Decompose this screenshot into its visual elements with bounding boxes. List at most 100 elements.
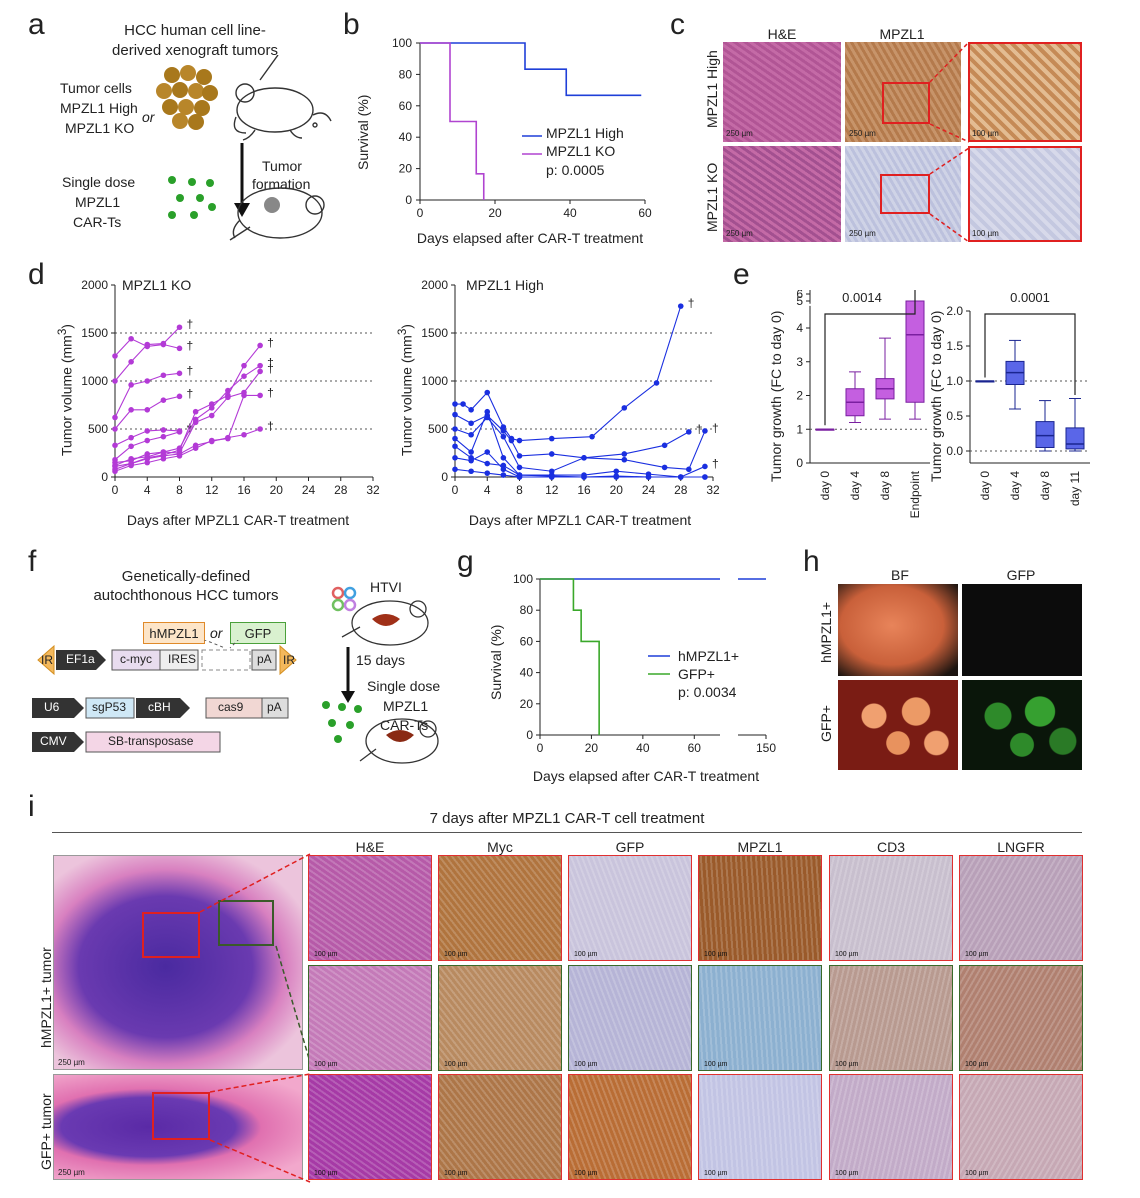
c-he-ko-image	[723, 146, 841, 242]
i-scale-overview-g: 250 µm	[58, 1168, 85, 1177]
i-zoom-box-red-g	[152, 1092, 210, 1140]
d-ko-series-line	[114, 326, 180, 382]
i-col-label: LNGFR	[997, 839, 1045, 855]
d-high-xtick-label: 8	[516, 483, 523, 497]
d-ko-xlabel: Days after MPZL1 CAR-T treatment	[126, 512, 350, 528]
b-ytick-label: 100	[392, 36, 412, 50]
b-ytick-label: 80	[399, 67, 413, 81]
c-col-mpzl1: MPZL1	[879, 26, 925, 42]
d-ko-point	[112, 442, 118, 449]
e-left-ytick-label: 3	[796, 355, 803, 369]
d-ko-dagger: †	[187, 386, 194, 400]
b-xtick-label: 60	[638, 206, 652, 220]
d-high-point	[621, 451, 628, 457]
i-scale-label: 100 µm	[574, 951, 598, 958]
g-xtick-label: 150	[756, 741, 776, 755]
d-high-point	[548, 451, 555, 457]
i-zoom-lines	[199, 853, 311, 1183]
g-legend-h: hMPZL1+	[678, 648, 740, 664]
d-high-point	[452, 435, 458, 442]
cbh-arrow-icon	[136, 698, 190, 718]
d-high-point	[581, 455, 587, 461]
e-right-sig-bracket	[984, 313, 1076, 395]
d-ko-point	[160, 427, 167, 433]
d-high-series-line	[454, 445, 706, 478]
d-high-point	[702, 463, 708, 470]
d-ko-point	[192, 442, 199, 449]
g-legend-g: GFP+	[678, 666, 715, 682]
mouse-liver-icon	[341, 600, 429, 646]
d-ko-point	[112, 378, 118, 384]
f-u6: U6	[44, 700, 60, 714]
d-ko-point	[144, 459, 151, 466]
car-t-cells-icon	[168, 176, 216, 219]
f-single-dose: Single dose	[367, 678, 441, 694]
e-left-cat-label: day 8	[878, 471, 892, 501]
d-ko-dagger: †	[267, 356, 274, 370]
c-mpzl1-high-image	[845, 42, 961, 142]
a-tumor-cells: Tumor cells	[60, 80, 132, 96]
i-scale-label: 100 µm	[965, 1061, 989, 1068]
e-right-cat-label: day 4	[1008, 471, 1022, 501]
panel-label-e: e	[733, 258, 750, 291]
d-high-ytick-label: 1000	[421, 374, 448, 388]
c-scale-mpzl1-high: 250 µm	[849, 129, 876, 138]
d-ko-point	[176, 393, 183, 400]
d-ko-dagger: †	[267, 335, 274, 349]
i-scale-label: 100 µm	[444, 951, 468, 958]
h-row-h: hMPZL1+	[818, 601, 834, 663]
panel-label-a: a	[28, 8, 45, 41]
e-left-cat-label: Endpoint	[908, 470, 922, 518]
d-ko-point	[225, 394, 231, 401]
d-ko-xtick-label: 0	[112, 483, 119, 497]
d-high-point	[548, 435, 555, 442]
d-ko-ytick-label: 1500	[81, 326, 108, 340]
d-high-point	[677, 303, 684, 309]
i-zoom-box-green	[218, 900, 274, 946]
chart-g: 0 20 40 60 80 100 0 20 40 60 150	[513, 572, 776, 755]
arrow-down-icon	[341, 647, 355, 703]
f-cmv: CMV	[40, 734, 67, 748]
d-high-point	[484, 408, 491, 415]
i-scale-label: 100 µm	[704, 951, 728, 958]
i-scale-label: 100 µm	[965, 951, 989, 958]
d-ko-point	[176, 324, 183, 331]
c-zoom-high-image	[968, 42, 1082, 142]
b-series-ko	[420, 42, 485, 200]
i-scale-label: 100 µm	[444, 1061, 468, 1068]
i-col-label: Myc	[487, 839, 513, 855]
d-high-point	[500, 424, 507, 430]
d-high-point	[661, 464, 668, 471]
f-title-line2: autochthonous HCC tumors	[93, 587, 279, 604]
i-row-g: GFP+ tumor	[38, 1093, 54, 1170]
f-htvi: HTVI	[370, 579, 402, 595]
i-overview-h-image	[53, 855, 303, 1070]
e-right-ylabel: Tumor growth (FC to day 0)	[928, 310, 944, 482]
d-high-ytick-label: 500	[428, 422, 448, 436]
d-high-point	[589, 433, 595, 440]
d-ko-point	[160, 433, 167, 440]
i-ihc-image: 100 µm	[959, 855, 1083, 961]
f-pa-1: pA	[257, 652, 272, 666]
i-divider	[52, 832, 1082, 833]
d-high-ytick-label: 2000	[421, 278, 448, 292]
d-ko-dagger: †	[267, 361, 274, 375]
a-title-line2: derived xenograft tumors	[112, 42, 278, 59]
a-mpzl1-ko: MPZL1 KO	[65, 120, 135, 136]
h-gfp-g-image	[962, 680, 1082, 770]
d-ko-point	[128, 407, 134, 413]
d-high-point	[645, 474, 652, 480]
f-or: or	[210, 625, 223, 641]
d-high-point	[581, 474, 587, 480]
e-left-ytick-label: 6	[796, 290, 803, 301]
i-ihc-image: 100 µm	[438, 855, 562, 961]
d-high-point	[500, 472, 507, 478]
e-right-ytick-label: 1.0	[946, 374, 963, 388]
g-pval: p: 0.0034	[678, 684, 737, 700]
i-ihc-image: 100 µm	[959, 1074, 1083, 1180]
d-high-point	[516, 453, 523, 459]
mouse-icon	[233, 55, 332, 141]
d-high-series-line	[455, 305, 682, 442]
